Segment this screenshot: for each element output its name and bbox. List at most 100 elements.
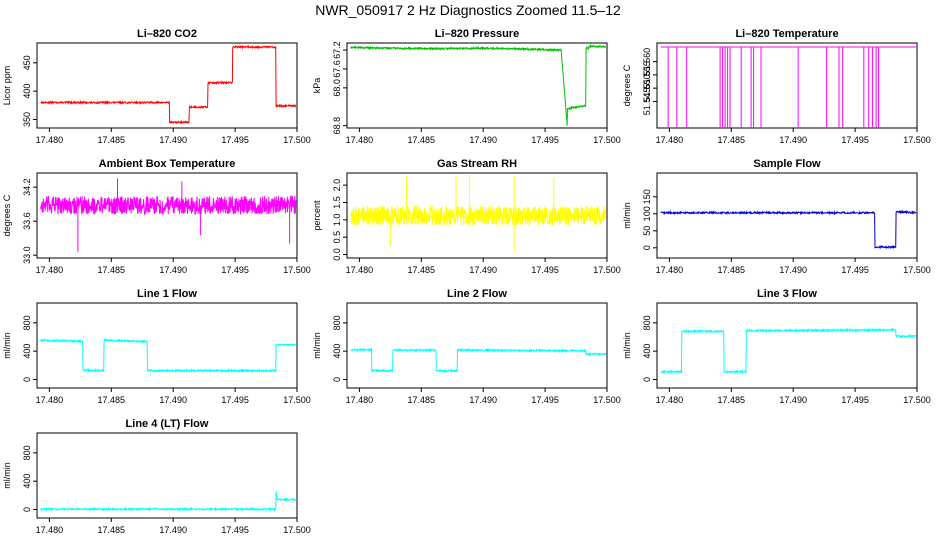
series-line xyxy=(350,347,607,374)
series-line xyxy=(40,178,297,253)
x-tick-label: 17.500 xyxy=(903,265,931,275)
x-tick-label: 17.490 xyxy=(779,135,807,145)
series-line xyxy=(660,46,916,128)
y-tick-label: 350 xyxy=(22,112,32,127)
panel-line-3-flow: Line 3 Flow ml/min 17.480 17.485 17.490 17.49… xyxy=(622,288,931,405)
x-tick-label: 17.495 xyxy=(531,265,559,275)
plot-frame xyxy=(656,302,918,389)
x-tick-label: 17.485 xyxy=(408,135,436,145)
x-tick-label: 17.485 xyxy=(718,135,746,145)
x-tick-label: 17.485 xyxy=(98,525,126,535)
x-tick-label: 17.480 xyxy=(36,265,64,275)
panel-sample-flow: Sample Flow ml/min 17.480 17.485 17.490 17.49… xyxy=(622,158,931,275)
y-tick-label: 400 xyxy=(22,344,32,359)
y-tick-label: 800 xyxy=(22,315,32,330)
x-tick-label: 17.485 xyxy=(98,395,126,405)
x-tick-label: 17.480 xyxy=(656,395,684,405)
y-tick-label: 400 xyxy=(22,474,32,489)
panel-line-2-flow: Line 2 Flow ml/min 17.480 17.485 17.490 17.49… xyxy=(312,288,621,405)
series-line xyxy=(660,209,917,250)
plot-frame xyxy=(36,42,298,129)
y-tick-label: 400 xyxy=(642,344,652,359)
figure-title: NWR_050917 2 Hz Diagnostics Zoomed 11.5–… xyxy=(315,2,621,18)
panel-line-4-lt-flow: Line 4 (LT) Flow ml/min 17.480 17.485 17.490… xyxy=(2,418,311,535)
y-tick-label: 0 xyxy=(332,377,342,382)
plot-frame xyxy=(346,172,608,259)
panel-title: Ambient Box Temperature xyxy=(99,158,236,170)
panel-title: Line 1 Flow xyxy=(137,288,197,300)
y-axis-label: degrees C xyxy=(622,64,632,106)
y-tick-label: 0 xyxy=(22,507,32,512)
x-tick-label: 17.485 xyxy=(408,395,436,405)
plot-frame xyxy=(656,172,918,259)
x-tick-label: 17.500 xyxy=(593,265,621,275)
x-tick-label: 17.490 xyxy=(159,395,187,405)
y-tick-label: 67.2 xyxy=(332,41,342,59)
x-tick-label: 17.500 xyxy=(283,395,311,405)
y-axis-label: degrees C xyxy=(2,194,12,236)
series-line xyxy=(40,44,297,125)
x-tick-label: 17.495 xyxy=(841,135,869,145)
x-tick-label: 17.495 xyxy=(221,395,249,405)
x-tick-label: 17.490 xyxy=(159,525,187,535)
x-tick-label: 17.480 xyxy=(36,135,64,145)
y-tick-label: 51.560 xyxy=(642,48,652,76)
x-tick-label: 17.495 xyxy=(531,395,559,405)
x-tick-label: 17.490 xyxy=(159,135,187,145)
y-tick-label: 0 xyxy=(22,377,32,382)
panel-ambient-box-temperature: Ambient Box Temperature degrees C 17.480 17… xyxy=(2,158,311,275)
x-tick-label: 17.500 xyxy=(283,135,311,145)
y-tick-label: 51.550 xyxy=(642,74,652,102)
plot-frame xyxy=(656,42,918,129)
panel-title: Line 2 Flow xyxy=(447,288,507,300)
y-tick-label: 1.5 xyxy=(332,196,342,209)
series-line xyxy=(40,337,297,374)
y-tick-label: 68.0 xyxy=(332,79,342,97)
x-tick-label: 17.495 xyxy=(841,265,869,275)
panel-title: Sample Flow xyxy=(753,158,821,170)
y-tick-label: 1.0 xyxy=(332,214,342,227)
x-tick-label: 17.480 xyxy=(346,135,374,145)
panel-li820-temperature: Li–820 Temperature degrees C 17.480 17.485 1… xyxy=(622,28,931,145)
y-tick-label: 50 xyxy=(642,226,652,236)
x-tick-label: 17.500 xyxy=(593,135,621,145)
y-tick-label: 67.6 xyxy=(332,60,342,78)
panel-line-1-flow: Line 1 Flow ml/min 17.480 17.485 17.490 17.49… xyxy=(2,288,311,405)
panel-title: Li–820 Pressure xyxy=(435,28,519,40)
x-tick-label: 17.485 xyxy=(98,135,126,145)
panel-li820-co2: Li–820 CO2 Licor ppm 17.480 17.485 17.490 17.… xyxy=(2,28,311,145)
y-tick-label: 0 xyxy=(642,377,652,382)
x-tick-label: 17.485 xyxy=(98,265,126,275)
x-tick-label: 17.490 xyxy=(779,265,807,275)
x-tick-label: 17.490 xyxy=(779,395,807,405)
panel-title: Li–820 CO2 xyxy=(137,28,197,40)
y-axis-label: ml/min xyxy=(2,462,12,489)
x-tick-label: 17.485 xyxy=(718,395,746,405)
y-axis-label: ml/min xyxy=(622,202,632,229)
y-tick-label: 100 xyxy=(642,206,652,221)
x-tick-label: 17.485 xyxy=(408,265,436,275)
x-tick-label: 17.500 xyxy=(593,395,621,405)
y-tick-label: 800 xyxy=(642,315,652,330)
x-tick-label: 17.490 xyxy=(469,395,497,405)
x-tick-label: 17.500 xyxy=(283,525,311,535)
panel-title: Line 4 (LT) Flow xyxy=(126,418,209,430)
plot-frame xyxy=(346,42,608,129)
y-axis-label: ml/min xyxy=(2,332,12,359)
y-tick-label: 400 xyxy=(22,84,32,99)
y-axis-label: kPa xyxy=(312,78,322,94)
y-tick-label: 800 xyxy=(22,445,32,460)
panel-title: Line 3 Flow xyxy=(757,288,817,300)
panel-li820-pressure: Li–820 Pressure kPa 17.480 17.485 17.490 17.4… xyxy=(312,28,621,145)
x-tick-label: 17.495 xyxy=(841,395,869,405)
plot-frame xyxy=(36,302,298,389)
x-tick-label: 17.495 xyxy=(531,135,559,145)
x-tick-label: 17.480 xyxy=(346,395,374,405)
x-tick-label: 17.495 xyxy=(221,135,249,145)
y-tick-label: 450 xyxy=(22,55,32,70)
y-tick-label: 33.0 xyxy=(22,246,32,264)
series-line xyxy=(40,491,297,512)
x-tick-label: 17.480 xyxy=(36,525,64,535)
y-tick-label: 51.545 xyxy=(642,88,652,116)
